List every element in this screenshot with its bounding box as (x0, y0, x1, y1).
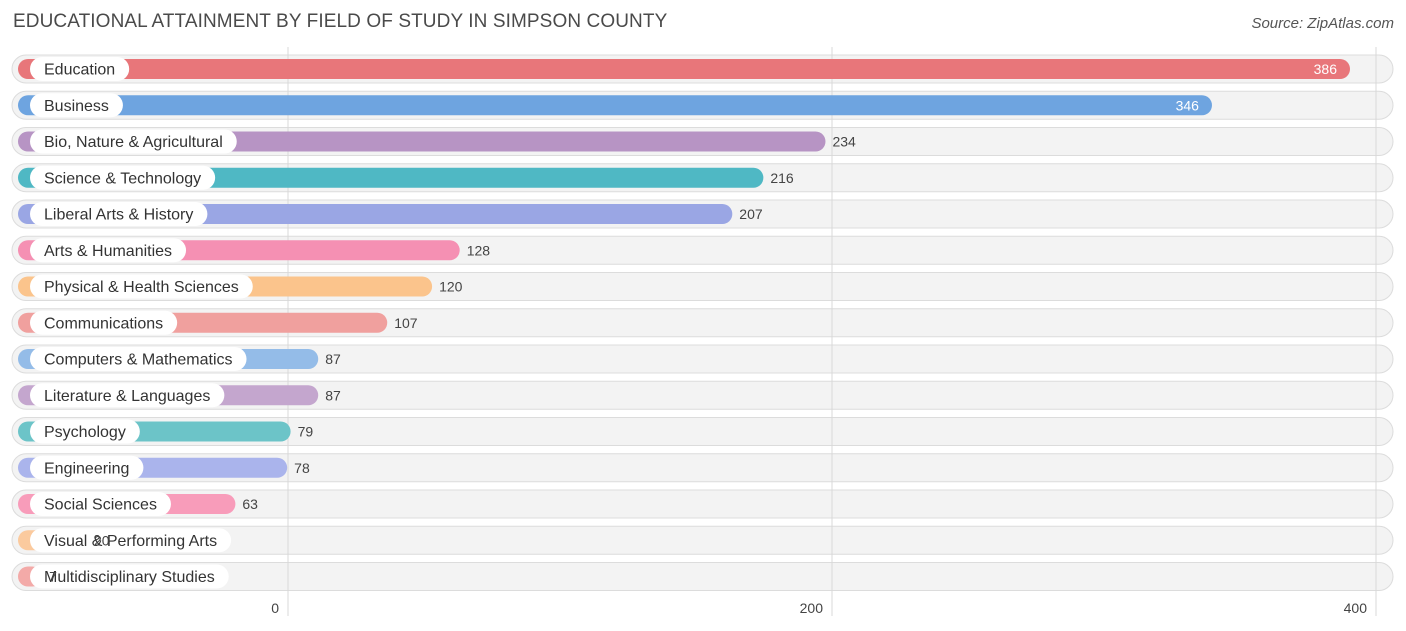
value-label: 63 (242, 496, 258, 512)
bar-track (11, 525, 1394, 555)
bar-row: Computers & Mathematics 87 (18, 347, 341, 371)
bar-label: Communications (44, 315, 163, 332)
bar-track (11, 453, 1394, 483)
bar-label: Science & Technology (44, 170, 201, 187)
value-label: 128 (467, 242, 491, 258)
value-label: 20 (94, 532, 110, 548)
bar-row: Social Sciences 63 (18, 492, 258, 516)
bar-label: Business (44, 98, 109, 115)
bar-label-pill (30, 310, 178, 335)
x-tick-label: 200 (800, 600, 824, 616)
bar-label-pill (30, 93, 123, 118)
bar-track (11, 562, 1394, 591)
bar-label-pill (30, 165, 216, 190)
bar-row: Education 386 (18, 57, 1350, 81)
bar-row: Science & Technology 216 (18, 165, 794, 190)
bar-label-pill (30, 202, 208, 226)
value-label: 87 (325, 351, 341, 367)
x-tick-label: 0 (271, 600, 279, 616)
bar-row: Business 346 (18, 93, 1212, 118)
bar-row: Arts & Humanities 128 (18, 238, 491, 263)
bar-label-pill (30, 129, 237, 154)
bar-track (11, 380, 1394, 410)
bar-label: Education (44, 62, 115, 79)
value-label: 120 (439, 279, 463, 295)
bar-label-pill (30, 274, 253, 299)
value-label: 346 (1176, 97, 1200, 113)
bar-label-pill (30, 347, 247, 371)
bar-label-pill (30, 455, 144, 480)
bar-label-pill (30, 419, 140, 444)
bar-label-pill (30, 383, 225, 408)
bar-row: Engineering 78 (18, 455, 310, 480)
bar-row: Psychology 79 (18, 419, 314, 444)
bar-track (11, 344, 1394, 374)
bar-label: Multidisciplinary Studies (44, 569, 215, 586)
bar-track (11, 417, 1394, 446)
bar-label: Arts & Humanities (44, 243, 172, 260)
value-label: 7 (49, 569, 57, 585)
bar-label-pill (30, 57, 130, 81)
x-tick-label: 400 (1344, 600, 1368, 616)
bar-label: Social Sciences (44, 497, 157, 514)
bar-label: Bio, Nature & Agricultural (44, 134, 223, 151)
bar-row: Physical & Health Sciences 120 (18, 274, 463, 299)
bar-label: Visual & Performing Arts (44, 533, 217, 550)
chart-source: Source: ZipAtlas.com (1251, 15, 1394, 32)
bar-label-pill (30, 238, 187, 263)
value-label: 78 (294, 460, 310, 476)
value-label: 107 (394, 315, 418, 331)
bar-label: Engineering (44, 460, 129, 477)
bar-label: Literature & Languages (44, 388, 210, 405)
chart-title: EDUCATIONAL ATTAINMENT BY FIELD OF STUDY… (13, 11, 668, 32)
value-label: 234 (832, 134, 856, 150)
bar-label-pill (30, 528, 232, 553)
bar (18, 95, 1212, 116)
bar-label: Physical & Health Sciences (44, 279, 239, 296)
bar-row: Bio, Nature & Agricultural 234 (18, 129, 856, 154)
bar-label: Liberal Arts & History (44, 207, 193, 224)
value-label: 216 (770, 170, 794, 186)
bar-row: Literature & Languages 87 (18, 383, 341, 408)
bar-row: Liberal Arts & History 207 (18, 202, 763, 226)
value-label: 386 (1314, 61, 1338, 77)
bar-label: Psychology (44, 424, 126, 441)
bar-row: Communications 107 (18, 310, 418, 335)
bar-label: Computers & Mathematics (44, 352, 233, 369)
value-label: 79 (298, 424, 314, 440)
bar (18, 59, 1350, 79)
bar-label-pill (30, 492, 171, 516)
bar-track (11, 489, 1394, 519)
bar-label-pill (30, 564, 229, 589)
value-label: 87 (325, 387, 341, 403)
value-label: 207 (739, 206, 763, 222)
